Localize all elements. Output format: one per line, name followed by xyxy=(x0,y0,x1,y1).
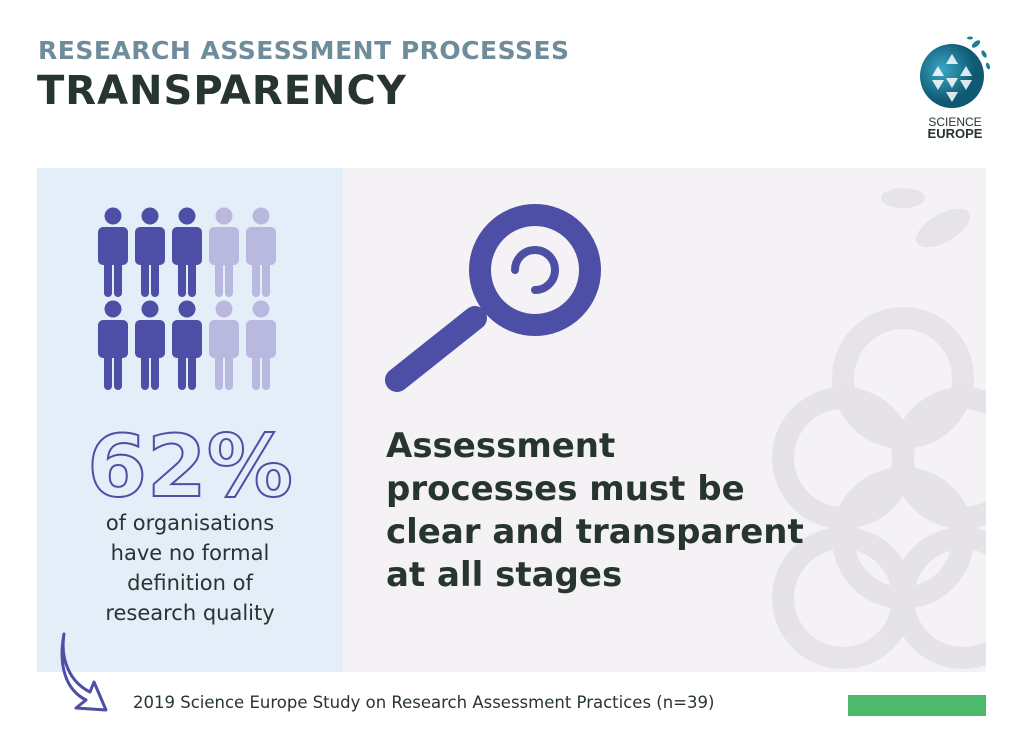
statement-line: Assessment xyxy=(386,426,616,466)
caption-line: research quality xyxy=(105,601,275,625)
person-icon xyxy=(135,300,165,390)
people-pictogram xyxy=(98,207,276,390)
statistic-value-text: 62% xyxy=(87,417,293,508)
magnifying-glass-icon xyxy=(385,204,601,392)
accent-bar xyxy=(848,695,986,716)
statement-panel xyxy=(343,168,986,672)
person-icon xyxy=(209,207,239,297)
curved-arrow-icon xyxy=(60,632,108,712)
person-icon xyxy=(98,207,128,297)
logo-line2: EUROPE xyxy=(927,126,983,141)
background-pattern-decoration xyxy=(772,188,986,669)
statement-line: processes must be xyxy=(386,469,745,509)
logo-wordmark: SCIENCE EUROPE xyxy=(918,116,992,140)
person-icon xyxy=(209,300,239,390)
person-icon xyxy=(172,300,202,390)
person-icon xyxy=(172,207,202,297)
caption-line: of organisations xyxy=(105,511,275,535)
statement-line: clear and transparent xyxy=(386,512,804,552)
statement-line: at all stages xyxy=(386,555,623,595)
caption-line: definition of xyxy=(127,571,253,595)
logo-line1: SCIENCE xyxy=(928,115,982,129)
person-icon xyxy=(135,207,165,297)
page-title: TRANSPARENCY xyxy=(37,68,407,114)
key-statement: Assessment processes must be clear and t… xyxy=(386,425,866,597)
section-subtitle: RESEARCH ASSESSMENT PROCESSES xyxy=(38,36,570,65)
person-icon xyxy=(98,300,128,390)
statistic-caption: of organisations have no formal definiti… xyxy=(37,508,343,628)
caption-line: have no formal xyxy=(110,541,270,565)
source-note: 2019 Science Europe Study on Research As… xyxy=(133,693,715,712)
person-icon xyxy=(246,300,276,390)
science-europe-logo-icon xyxy=(920,36,991,108)
person-icon xyxy=(246,207,276,297)
statistic-value: 62% xyxy=(37,408,343,518)
